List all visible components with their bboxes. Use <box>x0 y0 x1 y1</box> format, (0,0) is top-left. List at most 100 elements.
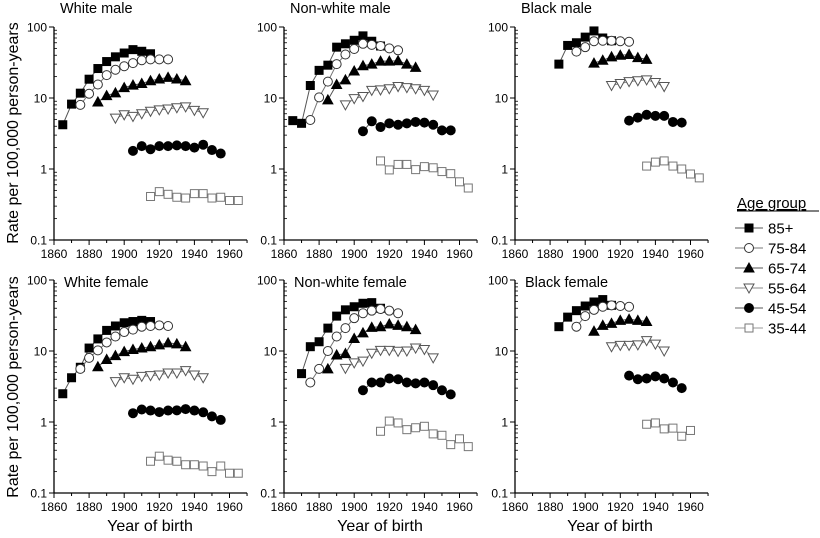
data-point <box>118 345 131 357</box>
panel-white-male: 0.1 1 10 100 1860 1880 1900 1920 1940 1960 White m… <box>27 1 248 261</box>
data-point <box>393 308 404 319</box>
data-point <box>154 407 165 418</box>
data-point <box>571 38 581 48</box>
y-tick-label: 100 <box>27 21 47 35</box>
x-tick-label: 1920 <box>146 500 173 514</box>
data-point <box>436 385 447 396</box>
data-point <box>383 345 396 357</box>
data-point <box>358 298 368 308</box>
data-point <box>374 55 387 66</box>
data-point <box>144 106 157 118</box>
series-65-74 <box>92 336 192 372</box>
data-point <box>659 424 669 434</box>
data-point <box>366 39 377 50</box>
data-point <box>376 426 386 436</box>
legend-marker-icon <box>744 243 754 253</box>
legend: Age group 85+ 75-84 65-74 55-64 45-54 35-44 <box>735 195 819 338</box>
data-point <box>374 345 387 357</box>
data-point <box>632 112 643 123</box>
data-point <box>409 84 422 95</box>
data-point <box>58 120 68 130</box>
data-point <box>624 36 635 47</box>
data-point <box>358 31 368 41</box>
data-point <box>605 80 618 92</box>
data-point <box>322 93 334 105</box>
data-point <box>596 319 609 330</box>
data-point <box>162 336 174 348</box>
data-point <box>357 126 368 137</box>
data-point <box>171 73 183 84</box>
data-point <box>649 339 662 351</box>
data-point <box>348 332 361 343</box>
data-point <box>297 118 307 128</box>
data-point <box>650 418 660 428</box>
data-point <box>640 53 653 64</box>
data-point <box>189 189 199 199</box>
y-tick-label: 0.1 <box>30 487 47 501</box>
data-point <box>198 189 208 199</box>
data-point <box>615 301 626 312</box>
series-45-54 <box>127 404 226 425</box>
data-point <box>419 421 429 431</box>
data-point <box>357 326 369 338</box>
y-tick-label: 0.1 <box>260 487 277 501</box>
y-tick-label: 1 <box>40 163 47 177</box>
legend-label: 85+ <box>768 221 794 238</box>
data-point <box>428 119 439 130</box>
data-point <box>427 90 440 102</box>
data-point <box>92 79 103 90</box>
data-point <box>330 78 343 89</box>
legend-entry: 35-44 <box>735 321 806 338</box>
data-point <box>606 35 617 46</box>
data-point <box>624 115 635 126</box>
x-tick-label: 1940 <box>411 500 438 514</box>
data-point <box>340 39 350 49</box>
data-point <box>136 404 147 415</box>
data-point <box>180 141 191 152</box>
x-tick-label: 1920 <box>146 247 173 261</box>
series-65-74 <box>588 313 653 336</box>
data-point <box>135 77 148 89</box>
data-point <box>127 79 139 90</box>
data-point <box>694 173 704 183</box>
data-point <box>127 343 139 354</box>
data-point <box>153 370 166 381</box>
data-point <box>127 324 138 335</box>
data-point <box>58 389 68 399</box>
y-tick-label: 10 <box>264 92 278 106</box>
data-point <box>172 192 182 202</box>
data-point <box>554 59 564 69</box>
data-point <box>615 36 626 47</box>
series-75-84 <box>75 320 174 374</box>
data-point <box>92 360 104 372</box>
data-point <box>67 99 77 109</box>
panel-title: Black female <box>525 275 608 291</box>
data-point <box>206 411 217 422</box>
data-point <box>349 302 359 312</box>
data-point <box>393 45 404 56</box>
data-point <box>375 41 386 52</box>
legend-marker-icon <box>743 261 755 273</box>
series-55-64 <box>339 82 440 111</box>
data-point <box>297 369 307 379</box>
data-point <box>305 80 315 90</box>
panel-title: White male <box>60 1 133 17</box>
data-point <box>383 55 396 66</box>
data-point <box>128 45 138 55</box>
data-point <box>93 64 103 74</box>
data-point <box>596 54 609 65</box>
data-point <box>171 103 183 114</box>
legend-entry: 65-74 <box>735 261 806 278</box>
data-point <box>331 331 342 342</box>
y-tick-label: 100 <box>488 274 508 288</box>
data-point <box>100 89 113 101</box>
data-point <box>206 145 217 156</box>
data-point <box>198 139 209 150</box>
x-tick-label: 1920 <box>376 500 403 514</box>
x-axis-label-1: Year of birth <box>107 518 193 535</box>
legend-label: 45-54 <box>768 301 806 318</box>
data-point <box>119 48 129 58</box>
data-point <box>172 456 182 466</box>
series-65-74 <box>588 48 653 68</box>
